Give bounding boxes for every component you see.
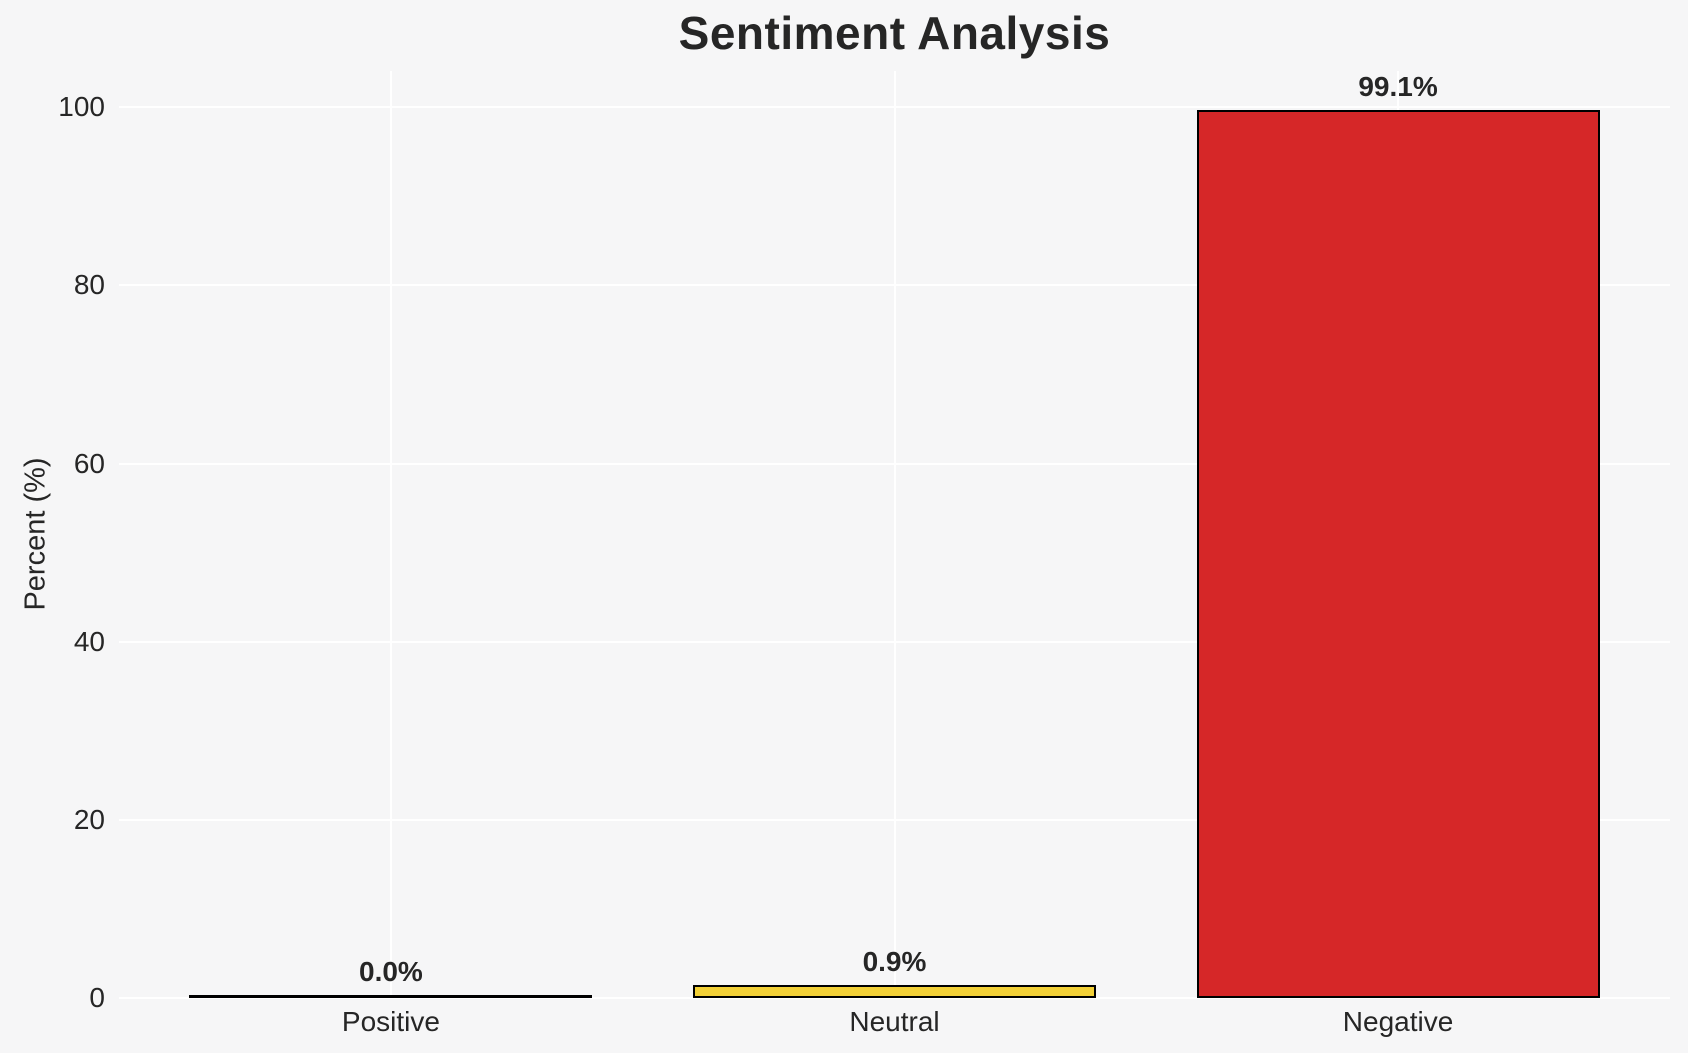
bar-value-label: 0.0% <box>359 956 423 987</box>
y-tick-label: 80 <box>73 269 105 301</box>
y-tick-label: 20 <box>73 803 105 835</box>
x-tick-label: Positive <box>341 1006 440 1037</box>
y-tick-label: 0 <box>89 982 105 1013</box>
x-tick-label: Neutral <box>849 1006 940 1037</box>
chart-title: Sentiment Analysis <box>678 7 1111 59</box>
bar-value-label: 99.1% <box>1358 71 1438 103</box>
bar-negative <box>1196 110 1600 998</box>
bar-neutral <box>693 984 1096 998</box>
gridline-vertical <box>893 71 896 998</box>
y-tick-label: 40 <box>73 625 105 657</box>
y-axis-label: Percent (%) <box>19 457 52 611</box>
bar-positive <box>189 995 593 998</box>
y-tick-label: 100 <box>58 91 105 123</box>
bar-value-label: 0.9% <box>862 945 927 977</box>
gridline-horizontal <box>119 997 1670 999</box>
x-tick-label: Negative <box>1342 1006 1454 1037</box>
gridline-vertical <box>389 71 392 998</box>
plot-area: 0.0% 0.9% 99.1% <box>119 71 1670 999</box>
y-tick-label: 60 <box>73 447 105 479</box>
